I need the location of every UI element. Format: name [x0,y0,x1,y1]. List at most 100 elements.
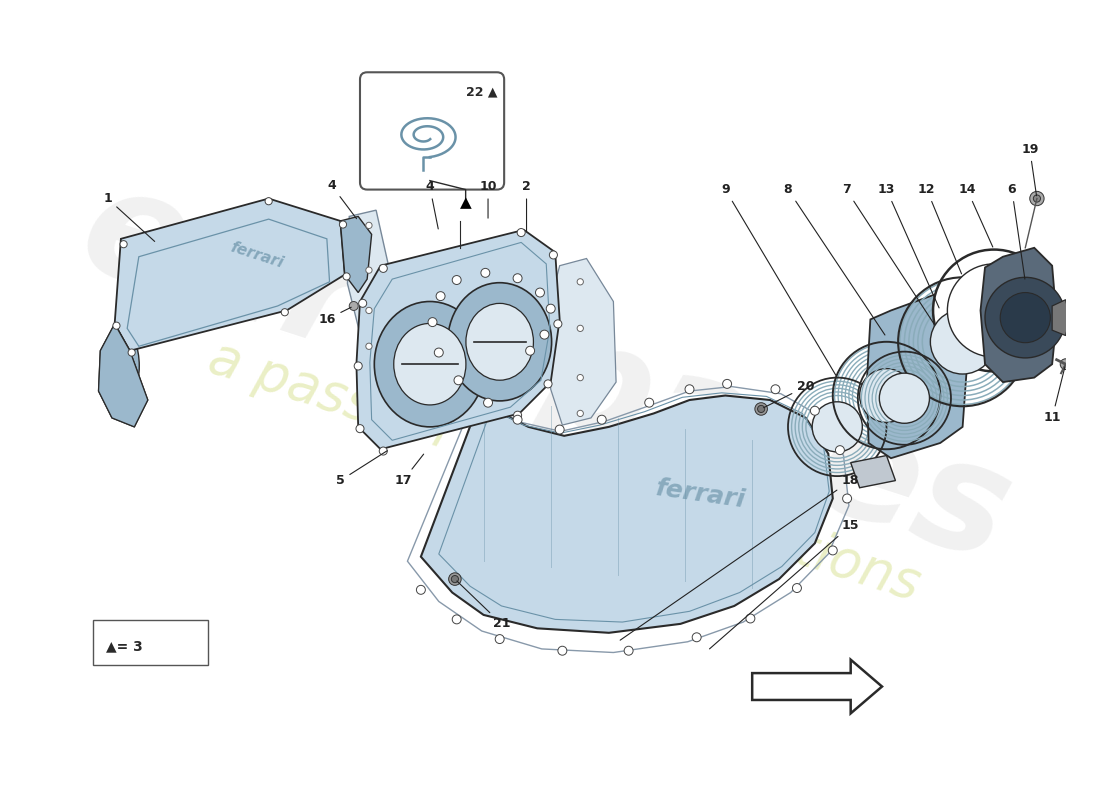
Circle shape [556,425,564,434]
Circle shape [452,615,461,624]
Circle shape [549,251,558,259]
Circle shape [723,379,732,388]
Text: 1: 1 [103,192,155,242]
Circle shape [578,278,583,285]
Circle shape [597,415,606,424]
Circle shape [758,406,764,413]
Circle shape [428,318,437,326]
Text: ferrari: ferrari [229,239,285,270]
Circle shape [755,402,768,415]
Circle shape [811,406,819,415]
Circle shape [451,575,459,582]
Circle shape [836,446,845,454]
Polygon shape [421,293,833,633]
Circle shape [340,221,346,228]
Circle shape [265,198,272,205]
Circle shape [1060,359,1071,370]
Circle shape [513,415,522,424]
Circle shape [984,278,1066,358]
Circle shape [859,369,913,422]
Circle shape [792,583,802,593]
Circle shape [578,326,583,331]
Circle shape [366,343,372,350]
Circle shape [843,494,851,503]
Text: 14: 14 [958,183,993,247]
Circle shape [558,646,566,655]
Polygon shape [99,324,147,427]
Circle shape [356,425,364,433]
Circle shape [1000,293,1050,342]
Text: 20: 20 [763,380,815,408]
Circle shape [578,410,583,417]
Circle shape [366,267,372,274]
Circle shape [454,376,463,385]
Circle shape [517,229,525,237]
Polygon shape [114,198,344,350]
Circle shape [536,288,544,297]
Circle shape [645,398,653,407]
Circle shape [692,633,701,642]
Circle shape [379,447,387,455]
Circle shape [685,385,694,394]
Text: 15: 15 [710,519,859,649]
Text: 22 ▲: 22 ▲ [465,86,497,98]
Circle shape [359,299,366,307]
Circle shape [484,398,493,407]
Ellipse shape [394,323,466,405]
Circle shape [120,241,128,248]
Circle shape [349,302,359,310]
Ellipse shape [108,330,140,402]
Circle shape [931,310,994,374]
Circle shape [513,274,522,282]
Text: 16: 16 [318,307,351,326]
Circle shape [933,250,1055,371]
Text: 18: 18 [620,474,859,640]
Circle shape [746,614,755,623]
Text: 11: 11 [1044,367,1065,425]
Circle shape [366,222,372,229]
Ellipse shape [466,303,534,380]
Polygon shape [867,293,967,458]
Circle shape [812,402,862,452]
Polygon shape [99,324,147,427]
Circle shape [1033,195,1041,202]
Circle shape [553,320,562,328]
Text: 5: 5 [336,450,387,487]
Circle shape [434,348,443,357]
Polygon shape [752,660,882,714]
FancyBboxPatch shape [94,620,208,665]
Circle shape [495,634,504,643]
Circle shape [449,573,461,586]
Text: 10: 10 [480,180,497,218]
Circle shape [879,373,930,423]
Ellipse shape [374,302,485,427]
Ellipse shape [448,282,551,401]
Circle shape [354,362,362,370]
Circle shape [828,546,837,555]
Circle shape [379,264,387,273]
Polygon shape [348,210,389,345]
Circle shape [481,268,490,278]
Polygon shape [356,230,560,450]
Text: 9: 9 [720,183,836,375]
Circle shape [343,273,350,280]
Circle shape [128,349,135,356]
Text: eurospares: eurospares [64,153,1028,594]
Polygon shape [850,455,895,488]
Text: 7: 7 [842,183,934,324]
Polygon shape [980,248,1057,382]
Text: 12: 12 [918,183,961,274]
Polygon shape [548,258,616,425]
Circle shape [514,411,521,419]
Text: 6: 6 [1008,183,1025,279]
Text: 4: 4 [426,180,438,229]
Circle shape [947,264,1041,357]
Text: 2: 2 [522,180,531,231]
Circle shape [624,646,634,655]
Circle shape [578,374,583,381]
Circle shape [540,330,549,339]
Circle shape [113,322,120,330]
Circle shape [452,275,461,285]
Circle shape [547,304,556,313]
Text: 8: 8 [783,183,886,335]
